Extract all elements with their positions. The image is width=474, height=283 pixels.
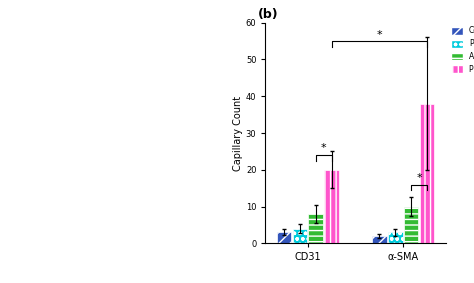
Text: *: * [321,143,327,153]
Bar [309,214,323,243]
Bar [277,232,292,243]
Bar [419,104,434,243]
Text: *: * [416,173,422,183]
Text: (b): (b) [258,8,279,22]
Legend: Control, PRP, ADSC, PRP & ADSC: Control, PRP, ADSC, PRP & ADSC [451,26,474,74]
Y-axis label: Capillary Count: Capillary Count [233,95,243,171]
Bar [292,229,307,243]
Bar [324,170,339,243]
Bar [388,232,402,243]
Text: *: * [376,30,382,40]
Bar [372,236,387,243]
Bar [404,207,419,243]
